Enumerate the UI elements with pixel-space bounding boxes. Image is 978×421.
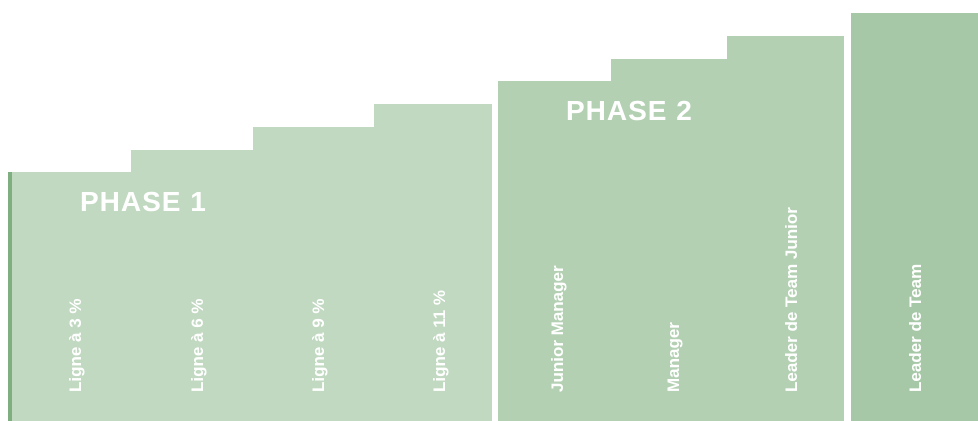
phase3-block — [851, 13, 978, 421]
phase1-staircase — [12, 104, 492, 421]
step-label-leader-de-team-junior: Leader de Team Junior — [782, 207, 801, 392]
step-label-leader-de-team: Leader de Team — [906, 263, 925, 392]
step-label-ligne-3: Ligne à 3 % — [66, 298, 85, 392]
phase1-title: PHASE 1 — [80, 186, 207, 217]
phase1-left-edge — [8, 172, 12, 421]
phase2-title: PHASE 2 — [566, 95, 693, 126]
phase2-staircase — [498, 36, 844, 421]
step-label-ligne-9: Ligne à 9 % — [309, 298, 328, 392]
step-label-junior-manager: Junior Manager — [548, 265, 567, 392]
step-label-ligne-11: Ligne à 11 % — [430, 289, 449, 392]
step-label-ligne-6: Ligne à 6 % — [188, 298, 207, 392]
step-label-manager: Manager — [664, 322, 683, 392]
